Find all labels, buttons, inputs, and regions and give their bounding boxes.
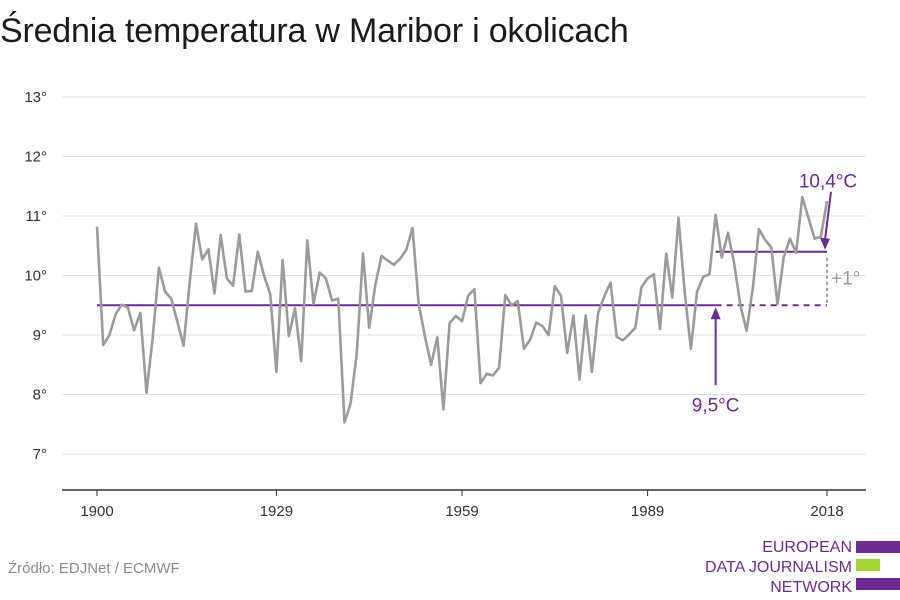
reference-lines: [97, 250, 827, 307]
y-tick-label-12: 12°: [24, 149, 47, 166]
edjnet-logo: EUROPEAN DATA JOURNALISM NETWORK: [700, 538, 900, 600]
y-tick-label-7: 7°: [33, 446, 47, 463]
logo-bar-top: [856, 541, 900, 553]
logo-bar-middle: [856, 559, 880, 571]
delta-label: +1°: [831, 268, 860, 289]
y-tick-label-13: 13°: [24, 89, 47, 106]
recent-label: 10,4°C: [799, 172, 857, 193]
source-note: Źródło: EDJNet / ECMWF: [8, 560, 180, 577]
y-axis-labels: 7° 8° 9° 10° 11° 12° 13°: [24, 89, 47, 463]
logo-line-2: DATA JOURNALISM: [705, 559, 852, 576]
y-tick-label-9: 9°: [33, 327, 47, 344]
series-layer: [95, 195, 829, 424]
logo-bar-bottom: [856, 578, 900, 590]
x-tick-label-2018: 2018: [810, 503, 843, 520]
y-tick-label-10: 10°: [24, 268, 47, 285]
y-tick-label-8: 8°: [33, 387, 47, 404]
y-tick-label-11: 11°: [25, 208, 47, 225]
recent-arrow-head: [820, 237, 830, 250]
temperature-series-line: [95, 195, 829, 424]
x-tick-label-1929: 1929: [260, 503, 293, 520]
x-axis: 1900 1929 1959 1989 2018: [62, 489, 866, 520]
x-tick-label-1959: 1959: [445, 503, 478, 520]
grid-lines: [62, 96, 866, 455]
annotations: +1° 9,5°C 10,4°C: [692, 172, 860, 417]
x-tick-label-1989: 1989: [631, 503, 664, 520]
chart-title: Średnia temperatura w Maribor i okolicac…: [0, 12, 629, 50]
x-tick-label-1900: 1900: [80, 503, 113, 520]
logo-line-1: EUROPEAN: [762, 539, 852, 556]
baseline-arrow-head: [710, 307, 721, 320]
logo-mark: [856, 541, 900, 590]
logo-line-3: NETWORK: [770, 579, 852, 596]
baseline-label: 9,5°C: [692, 395, 740, 416]
recent-arrow-shaft: [824, 191, 832, 240]
